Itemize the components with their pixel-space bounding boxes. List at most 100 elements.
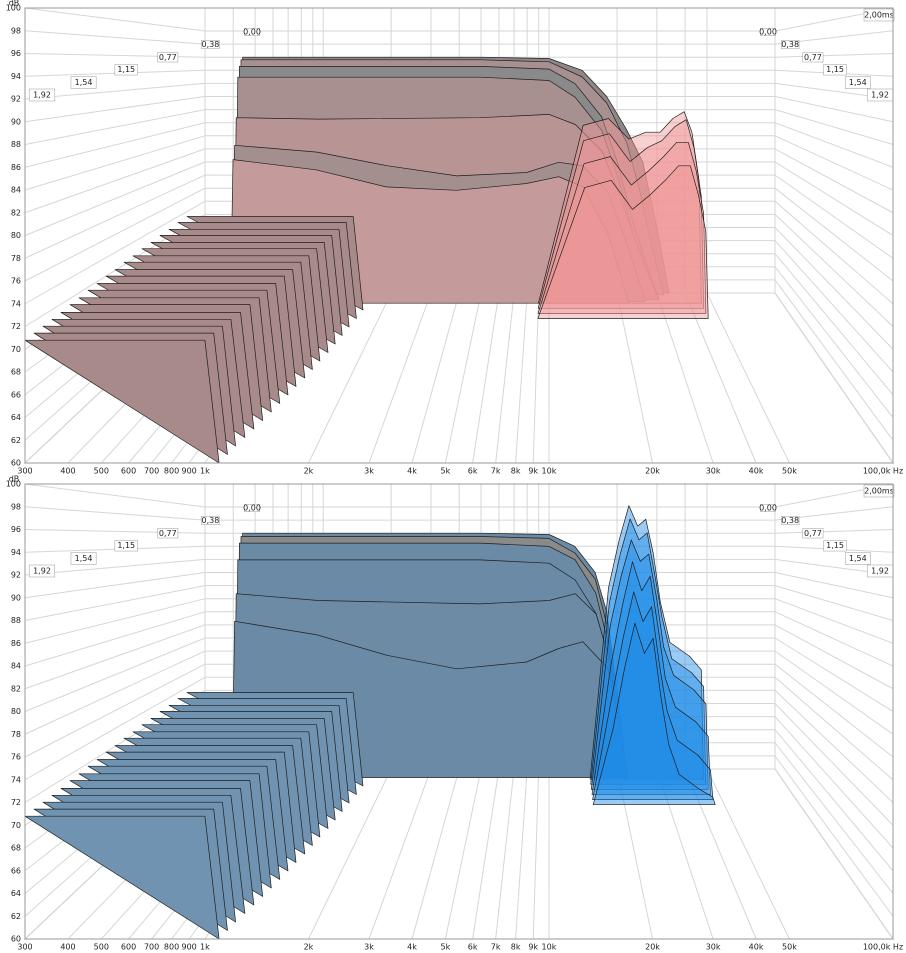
y-tick-label: 78 — [11, 730, 21, 739]
y-tick-label: 94 — [11, 548, 21, 557]
grid-line — [472, 292, 500, 464]
x-tick-label: 6k — [468, 943, 478, 952]
y-tick-label: 86 — [11, 639, 21, 648]
grid-line — [368, 768, 432, 940]
z-tick-label-right: 1,54 — [849, 78, 867, 87]
grid-line — [774, 109, 894, 145]
z-tick-label-left: 0,77 — [159, 53, 177, 62]
time-range-label: 2,00ms — [864, 487, 894, 496]
time-range-box — [863, 484, 895, 498]
grid-line — [616, 768, 654, 940]
x-tick-label: 900 — [182, 467, 197, 476]
y-tick-label: 90 — [11, 593, 21, 602]
grid-line — [444, 292, 482, 464]
grid-line — [515, 768, 528, 940]
plot-border — [24, 7, 894, 464]
grid-line — [774, 529, 894, 534]
grid-line — [411, 292, 460, 464]
y-tick-label: 92 — [11, 95, 21, 104]
z-tick-label-right: 1,92 — [871, 567, 889, 576]
grid-line — [308, 768, 392, 940]
x-tick-label: 30k — [706, 943, 721, 952]
z-tick-label-right: 0,38 — [781, 40, 799, 49]
y-tick-label: 62 — [11, 436, 21, 445]
x-tick-label: 9k — [528, 467, 538, 476]
grid-line — [24, 135, 206, 191]
y-tick-label: 70 — [11, 345, 21, 354]
y-tick-label: 80 — [11, 231, 21, 240]
y-tick-label: 74 — [11, 775, 21, 784]
z-tick-label-right: 1,92 — [871, 91, 889, 100]
y-tick-label: 80 — [11, 707, 21, 716]
x-tick-label: 400 — [60, 943, 75, 952]
grid-line — [24, 611, 206, 667]
grid-line — [774, 650, 894, 735]
x-tick-label: 100,0k Hz — [863, 943, 903, 952]
z-tick-box — [760, 504, 776, 512]
z-tick-box — [28, 88, 56, 102]
z-tick-box — [201, 516, 220, 525]
grid-line — [616, 292, 654, 464]
z-tick-box — [823, 64, 847, 76]
grid-line — [774, 253, 894, 396]
z-tick-box — [157, 528, 179, 539]
grid-line — [774, 240, 894, 373]
y-tick-label: 82 — [11, 208, 21, 217]
grid-line — [774, 572, 894, 599]
x-tick-label: 400 — [60, 467, 75, 476]
grid-line — [774, 266, 894, 418]
waterfall-slice — [591, 561, 711, 795]
y-tick-label: 98 — [11, 502, 21, 511]
x-tick-label: 30k — [706, 467, 721, 476]
y-tick-label: 72 — [11, 798, 21, 807]
z-tick-label-right: 0,00 — [759, 504, 777, 513]
y-tick-label: 66 — [11, 866, 21, 875]
y-axis-label: dB — [9, 475, 20, 484]
waterfall-slice — [590, 539, 709, 790]
x-tick-label: 7k — [491, 943, 501, 952]
x-tick-label: 3k — [364, 943, 374, 952]
y-tick-label: 82 — [11, 684, 21, 693]
grid-line — [24, 624, 206, 690]
grid-line — [24, 187, 206, 282]
grid-line — [24, 122, 206, 168]
z-tick-box — [802, 528, 824, 539]
z-tick-label-left: 1,54 — [75, 554, 93, 563]
grid-line — [24, 161, 206, 236]
grid-line — [774, 598, 894, 644]
y-tick-label: 60 — [11, 459, 21, 468]
grid-line — [24, 7, 206, 32]
time-range-box — [863, 8, 895, 22]
grid-line — [774, 292, 894, 464]
y-tick-label: 78 — [11, 254, 21, 263]
x-tick-label: 500 — [94, 943, 109, 952]
waterfall-slice — [24, 815, 220, 940]
y-tick-label: 68 — [11, 368, 21, 377]
grid-line — [774, 53, 894, 58]
grid-line — [24, 676, 206, 781]
x-tick-label: 50k — [782, 943, 797, 952]
waterfall-slice — [24, 339, 220, 464]
z-tick-box — [802, 52, 824, 63]
x-tick-label: 40k — [749, 467, 764, 476]
grid-line — [24, 689, 206, 803]
x-tick-label: 4k — [407, 467, 417, 476]
z-tick-label-right: 1,15 — [826, 541, 844, 550]
time-range-label: 2,00ms — [864, 11, 894, 20]
grid-line — [411, 768, 460, 940]
grid-line — [774, 214, 894, 327]
x-tick-label: 10k — [542, 943, 557, 952]
x-tick-label: 40k — [749, 943, 764, 952]
z-tick-label-left: 0,77 — [159, 529, 177, 538]
y-tick-label: 60 — [11, 935, 21, 944]
grid-line — [24, 598, 206, 644]
grid-line — [24, 483, 206, 508]
grid-line — [24, 200, 206, 305]
y-tick-label: 72 — [11, 322, 21, 331]
z-tick-box — [28, 564, 56, 578]
grid-line — [774, 624, 894, 690]
grid-line — [774, 637, 894, 712]
grid-line — [774, 96, 894, 123]
grid-line — [656, 768, 714, 940]
z-tick-label-right: 1,54 — [849, 554, 867, 563]
